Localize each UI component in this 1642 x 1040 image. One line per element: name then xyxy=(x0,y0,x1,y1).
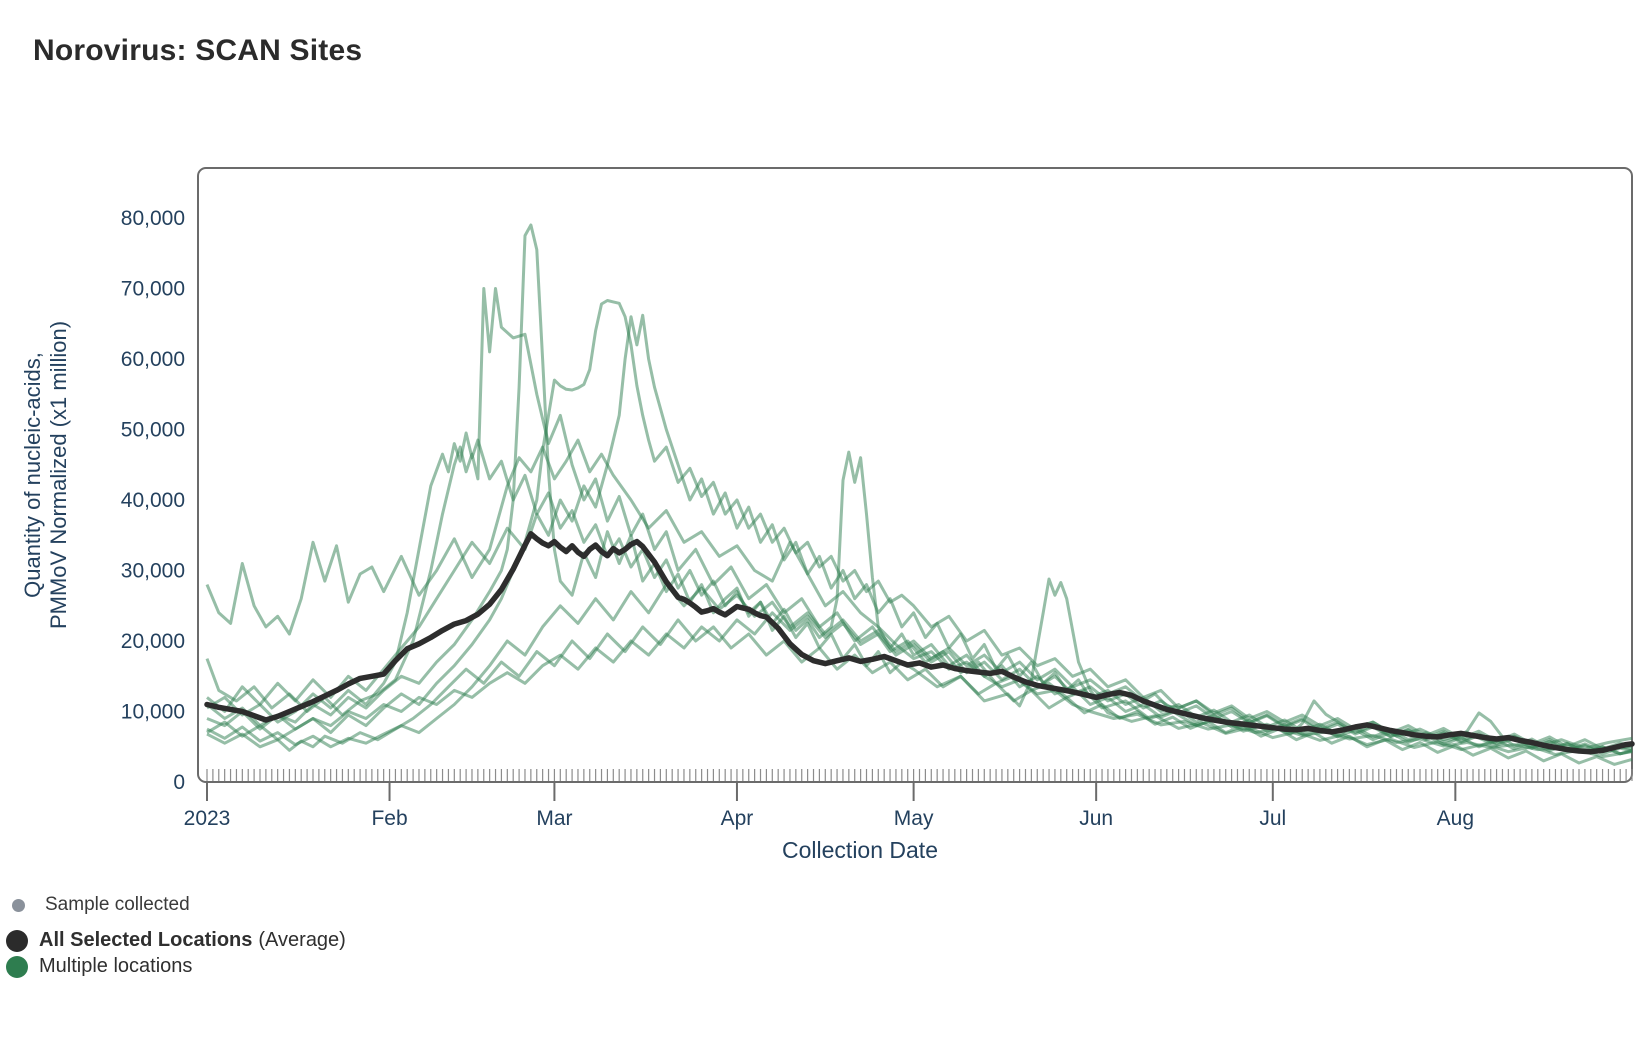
location-line[interactable] xyxy=(206,223,1633,759)
x-tick-label: Mar xyxy=(536,807,572,830)
x-tick-label: May xyxy=(894,807,934,830)
y-axis-tick-labels: 0 10,000 20,000 30,000 40,000 50,000 60,000 70,… xyxy=(121,207,185,794)
y-axis-title-line: PMMoV Normalized (x1 million) xyxy=(46,321,71,629)
x-axis-minor-ticks xyxy=(206,769,1633,781)
y-tick-label: 10,000 xyxy=(121,701,185,724)
x-tick-label: Jun xyxy=(1079,807,1113,830)
location-lines xyxy=(205,223,1633,766)
x-axis-tick-labels: 2023 Feb Mar Apr May Jun Jul Aug xyxy=(184,807,1474,830)
location-line[interactable] xyxy=(206,618,1633,766)
location-line[interactable] xyxy=(205,287,1633,750)
y-axis-title-line: Quantity of nucleic-acids, xyxy=(20,352,45,598)
x-axis-title: Collection Date xyxy=(782,837,938,863)
y-tick-label: 70,000 xyxy=(121,278,185,301)
y-tick-label: 0 xyxy=(173,771,185,794)
y-tick-label: 50,000 xyxy=(121,419,185,442)
legend-sample-collected-label: Sample collected xyxy=(45,894,190,915)
y-tick-label: 40,000 xyxy=(121,489,185,512)
page-title: Norovirus: SCAN Sites xyxy=(33,34,363,67)
x-tick-label: 2023 xyxy=(184,807,231,830)
y-tick-label: 60,000 xyxy=(121,348,185,371)
legend-multiple-locations-label: Multiple locations xyxy=(39,955,193,977)
x-tick-label: Apr xyxy=(721,807,754,830)
x-tick-label: Feb xyxy=(371,807,407,830)
legend-average-label-bold: All Selected Locations xyxy=(39,929,253,951)
x-axis-major-ticks xyxy=(206,782,1457,801)
multiple-locations-dot-icon xyxy=(6,955,28,978)
x-tick-label: Jul xyxy=(1259,807,1286,830)
legend-average-label: All Selected Locations (Average) xyxy=(39,929,346,952)
y-tick-label: 80,000 xyxy=(121,207,185,230)
average-line[interactable] xyxy=(204,531,1635,755)
location-line[interactable] xyxy=(206,299,1633,754)
y-tick-label: 30,000 xyxy=(121,560,185,583)
legend-item-multiple-locations: Multiple locations xyxy=(6,955,192,978)
legend-average-label-suffix: (Average) xyxy=(258,929,346,951)
legend-item-average: All Selected Locations (Average) xyxy=(6,929,346,952)
location-line[interactable] xyxy=(206,431,1633,756)
sample-collected-dot-icon xyxy=(12,898,25,912)
plot-frame xyxy=(197,167,1633,783)
y-tick-label: 20,000 xyxy=(121,630,185,653)
location-line[interactable] xyxy=(206,313,1633,756)
location-line[interactable] xyxy=(205,438,1633,754)
average-dot-icon xyxy=(6,929,28,952)
legend-item-sample-collected: Sample collected xyxy=(12,894,190,916)
x-tick-label: Aug xyxy=(1437,807,1474,830)
